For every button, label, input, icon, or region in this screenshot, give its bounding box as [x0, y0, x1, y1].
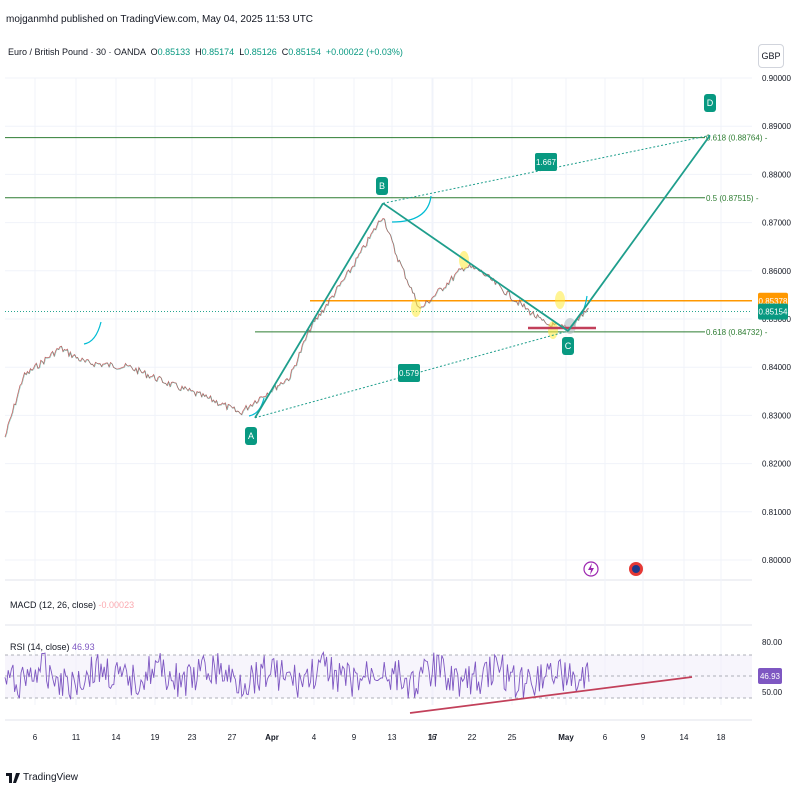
- wave-hook-mark: [83, 321, 102, 345]
- wave-ab-line: [254, 202, 384, 419]
- lightning-icon: [588, 563, 594, 575]
- rsi-level-label: 50.00: [762, 688, 783, 697]
- x-tick-label: 16: [428, 733, 437, 742]
- rsi-level-label: 80.00: [762, 638, 783, 647]
- wave-label-badge: [704, 94, 716, 112]
- highlight-marker: [411, 299, 421, 317]
- price-axis-badge-text: 0.85378: [759, 297, 788, 306]
- highlight-marker: [564, 318, 576, 334]
- price-series-line: [4, 218, 589, 438]
- ratio-badge: [398, 364, 420, 382]
- wave-label-badge: [562, 337, 574, 355]
- x-tick-label: 13: [388, 733, 397, 742]
- wave-label-text: C: [565, 341, 572, 351]
- footer-brand: TradingView: [23, 772, 79, 783]
- x-tick-label: 27: [228, 733, 237, 742]
- publisher-header: mojganmhd published on TradingView.com, …: [6, 14, 314, 25]
- x-tick-label: 18: [717, 733, 726, 742]
- x-tick-label: Apr: [265, 733, 279, 742]
- macd-value: -0.00023: [98, 600, 135, 610]
- fib-level-label: 0.5 (0.87515) -: [706, 194, 759, 203]
- x-tick-label: 17: [429, 733, 438, 742]
- y-tick-label: 0.83000: [762, 411, 791, 420]
- ratio-badge-text: 0.579: [399, 369, 420, 378]
- x-tick-label: 9: [641, 733, 646, 742]
- x-tick-label: 14: [112, 733, 121, 742]
- tradingview-logo-icon: [6, 772, 20, 783]
- y-tick-label: 0.80000: [762, 556, 791, 565]
- ratio-badge-text: 1.667: [536, 158, 557, 167]
- fib-level-label: 0.618 (0.88764) -: [706, 134, 768, 143]
- x-tick-label: 4: [312, 733, 317, 742]
- y-tick-label: 0.90000: [762, 74, 791, 83]
- lightning-icon: [583, 561, 599, 577]
- wave-label-badge: [245, 427, 257, 445]
- currency-button[interactable]: GBP: [758, 44, 784, 68]
- y-tick-label: 0.86000: [762, 267, 791, 276]
- rsi-series-line: [4, 650, 590, 700]
- close-value: 0.85154: [288, 47, 321, 57]
- change-value: +0.00022 (+0.03%): [325, 47, 403, 57]
- y-tick-label: 0.82000: [762, 460, 791, 469]
- rsi-trendline: [409, 676, 693, 714]
- symbol-legend: Euro / British Pound · 30 · OANDA O0.851…: [8, 47, 403, 57]
- x-tick-label: 6: [603, 733, 608, 742]
- fib-level-label: 0.618 (0.84732) -: [706, 328, 768, 337]
- low-value: 0.85126: [244, 47, 277, 57]
- highlight-marker: [555, 291, 565, 309]
- y-tick-label: 0.89000: [762, 122, 791, 131]
- highlight-marker: [548, 321, 558, 339]
- event-flag-icon: [632, 565, 640, 573]
- wave-label-text: D: [707, 98, 714, 108]
- open-label: O: [150, 47, 158, 57]
- x-tick-label: 25: [508, 733, 517, 742]
- x-tick-label: May: [558, 733, 574, 742]
- x-tick-label: 22: [468, 733, 477, 742]
- high-value: 0.85174: [201, 47, 235, 57]
- wave-hook-mark: [248, 397, 265, 417]
- tradingview-footer[interactable]: TradingView: [6, 772, 78, 783]
- y-tick-label: 0.81000: [762, 508, 791, 517]
- rsi-value-badge-text: 46.93: [760, 672, 781, 681]
- price-axis-badge-text: 0.85154: [759, 308, 788, 317]
- macd-legend: MACD (12, 26, close) -0.00023: [10, 600, 134, 610]
- x-tick-label: 9: [352, 733, 357, 742]
- y-tick-label: 0.87000: [762, 219, 791, 228]
- x-tick-label: 6: [33, 733, 38, 742]
- wave-bc-line: [382, 202, 569, 332]
- symbol-name: Euro / British Pound · 30 · OANDA: [8, 47, 146, 57]
- x-tick-label: 14: [680, 733, 689, 742]
- rsi-band: [5, 655, 752, 698]
- x-tick-label: 11: [72, 733, 81, 742]
- open-value: 0.85133: [157, 47, 191, 57]
- macd-label: MACD (12, 26, close): [10, 600, 97, 610]
- close-label: C: [281, 47, 289, 57]
- ratio-badge: [535, 153, 557, 171]
- rsi-value: 46.93: [72, 642, 95, 652]
- rsi-legend: RSI (14, close) 46.93: [10, 642, 95, 652]
- x-tick-label: 23: [188, 733, 197, 742]
- y-tick-label: 0.84000: [762, 363, 791, 372]
- wave-cd-line: [567, 134, 711, 332]
- y-tick-label: 0.88000: [762, 170, 791, 179]
- rsi-value-badge: [758, 668, 782, 684]
- x-tick-label: 19: [151, 733, 160, 742]
- wave-label-text: A: [248, 431, 254, 441]
- high-label: H: [195, 47, 202, 57]
- wave-label-text: B: [379, 181, 385, 191]
- low-label: L: [239, 47, 245, 57]
- price-series-line: [5, 218, 590, 438]
- wave-label-badge: [376, 177, 388, 195]
- rsi-label: RSI (14, close): [10, 642, 70, 652]
- wave-hook-mark: [391, 195, 432, 223]
- price-axis-badge: [758, 303, 788, 320]
